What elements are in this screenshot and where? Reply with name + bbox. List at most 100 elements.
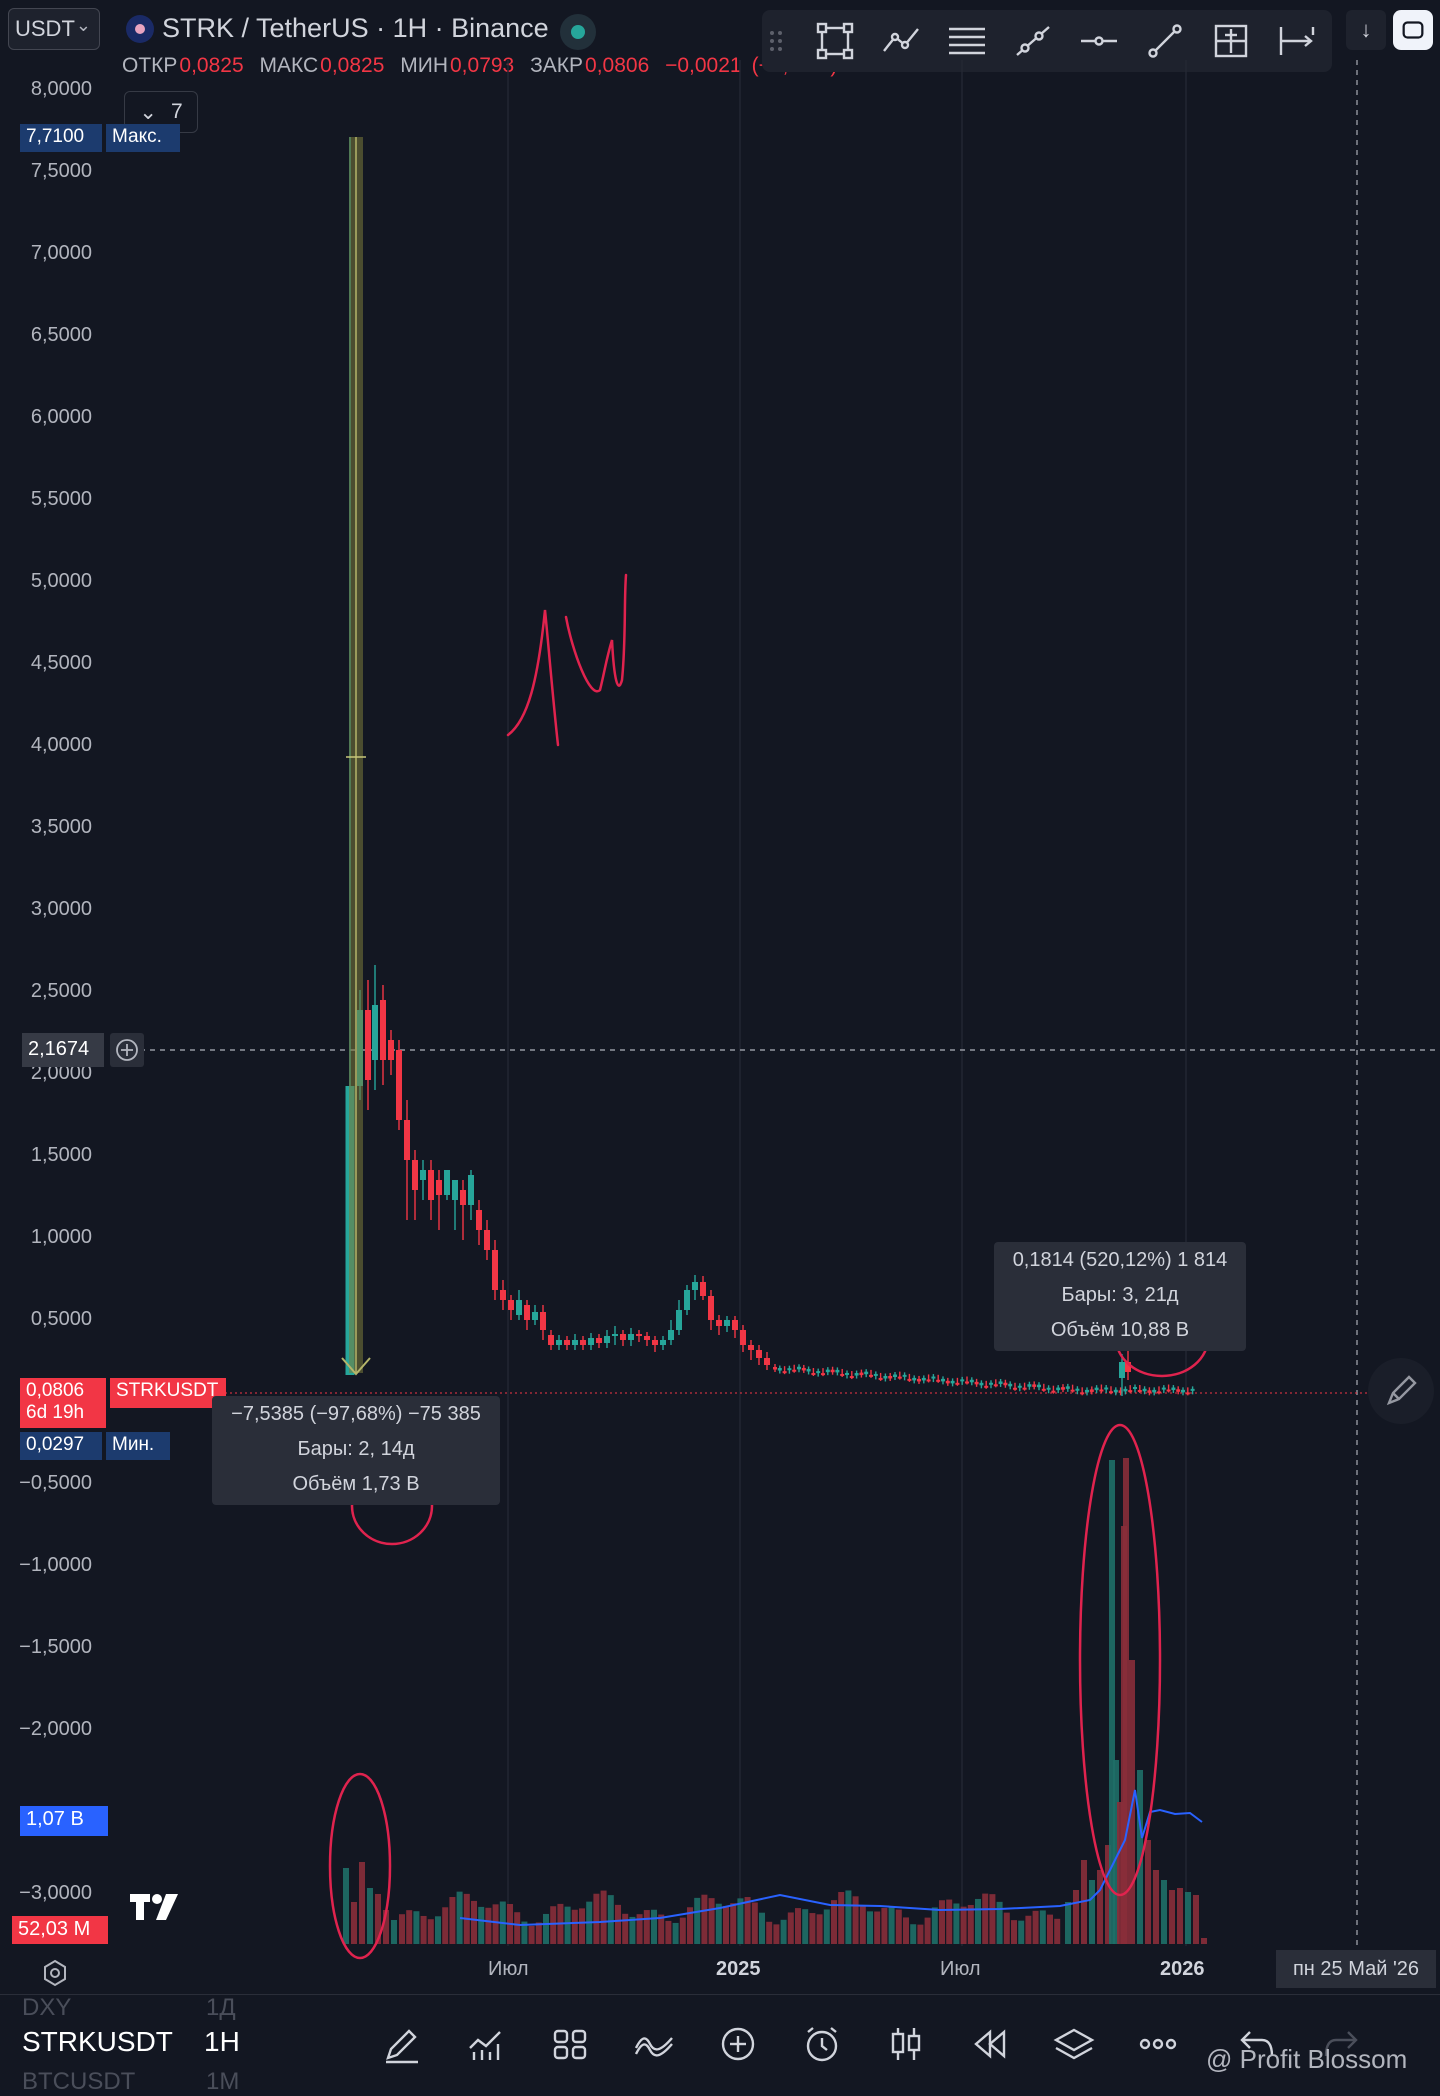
volume-bar: [831, 1900, 837, 1944]
add-alert-button[interactable]: [110, 1033, 144, 1067]
annotation-scribble: [506, 609, 560, 747]
volume-bar: [859, 1905, 866, 1944]
volume-bar: [975, 1898, 981, 1944]
volume-bar: [780, 1919, 787, 1944]
measure-down-change: −7,5385 (−97,68%) −75 385: [231, 1403, 481, 1425]
currency-select[interactable]: USDT ⌄: [8, 8, 100, 50]
volume-bar: [622, 1913, 629, 1944]
fullscreen-button[interactable]: [1393, 10, 1433, 50]
candle: [1085, 1387, 1089, 1396]
volume-bar: [867, 1911, 873, 1944]
volume-bar: [471, 1900, 477, 1944]
volume-bar: [917, 1924, 924, 1944]
candle: [902, 1372, 907, 1381]
candle: [878, 1372, 883, 1381]
ohlc-open-label: ОТКР: [122, 54, 178, 77]
candle: [1171, 1385, 1176, 1394]
volume-bar: [1201, 1938, 1207, 1944]
scroll-down-button[interactable]: ↓: [1346, 10, 1386, 50]
ray-icon[interactable]: [1010, 18, 1056, 64]
price-tick: 3,5000: [30, 816, 92, 838]
long-position-icon[interactable]: [1208, 18, 1254, 64]
volume-last-label: 52,03 M: [12, 1916, 108, 1944]
volume-ma-label: 1,07 B: [20, 1806, 108, 1836]
draw-tools-button[interactable]: [380, 2022, 424, 2066]
volume-bar: [845, 1890, 852, 1944]
path-icon[interactable]: [878, 18, 924, 64]
drag-handle-icon[interactable]: [764, 18, 788, 64]
replay-button[interactable]: [968, 2022, 1012, 2066]
chart-settings-button[interactable]: [40, 1958, 70, 1993]
watchlist-interval[interactable]: 1M: [206, 2068, 240, 2095]
layers-button[interactable]: [1052, 2022, 1096, 2066]
alert-button[interactable]: [800, 2022, 844, 2066]
price-tick: 4,5000: [30, 652, 92, 674]
fib-icon[interactable]: [944, 18, 990, 64]
candle: [984, 1380, 989, 1389]
volume-bar: [359, 1862, 365, 1944]
volume-ma-line: [459, 1789, 1203, 1927]
tradingview-logo[interactable]: [128, 1892, 184, 1927]
candle: [869, 1369, 873, 1378]
candle: [580, 1336, 586, 1350]
active-symbol[interactable]: STRKUSDT: [22, 2026, 173, 2057]
candle: [660, 1336, 666, 1350]
annotation-circle-volume-start: [328, 1772, 392, 1960]
volume-bar: [838, 1892, 845, 1944]
candle: [897, 1371, 902, 1380]
volume-bar: [485, 1907, 492, 1944]
candle: [1104, 1384, 1109, 1393]
currency-select-value: USDT: [15, 16, 75, 41]
candle: [965, 1376, 969, 1385]
price-tick: 1,0000: [30, 1226, 92, 1248]
chart-type-button[interactable]: [464, 2022, 508, 2066]
draw-button[interactable]: [1368, 1358, 1434, 1424]
horizontal-line-icon[interactable]: [1076, 18, 1122, 64]
active-interval[interactable]: 1H: [204, 2026, 240, 2057]
candle: [1037, 1382, 1041, 1391]
measure-up-change: 0,1814 (520,12%) 1 814: [1012, 1249, 1228, 1271]
redo-button[interactable]: [1318, 2022, 1362, 2066]
volume-bar: [708, 1898, 715, 1944]
candle: [620, 1330, 626, 1346]
indicators-button[interactable]: [632, 2022, 676, 2066]
undo-button[interactable]: [1236, 2022, 1280, 2066]
candle: [1089, 1386, 1094, 1395]
price-tick: 3,0000: [30, 898, 92, 920]
add-button[interactable]: [716, 2022, 760, 2066]
candle: [668, 1320, 674, 1345]
ohlc-close-label: ЗАКР: [530, 54, 584, 77]
candles-button[interactable]: [884, 2022, 928, 2066]
bottom-toolbar: [0, 1994, 1440, 2093]
volume-bar: [1113, 1760, 1119, 1944]
volume-bar: [939, 1900, 945, 1944]
watchlist-symbol[interactable]: BTCUSDT: [22, 2068, 136, 2095]
trend-line-icon[interactable]: [1142, 18, 1188, 64]
candle: [907, 1373, 912, 1382]
watchlist-item[interactable]: DXY: [22, 1994, 71, 2022]
volume-bar: [383, 1910, 389, 1944]
candle: [484, 1220, 490, 1260]
candle: [989, 1380, 993, 1389]
candle: [1176, 1386, 1181, 1395]
rectangle-icon[interactable]: [812, 18, 858, 64]
templates-button[interactable]: [548, 2022, 592, 2066]
price-tick: −3,0000: [19, 1882, 92, 1904]
candle: [941, 1376, 945, 1385]
candle: [1185, 1387, 1190, 1396]
volume-bar: [1073, 1890, 1079, 1944]
measure-icon[interactable]: [1274, 18, 1320, 64]
volume-bar: [1153, 1870, 1159, 1944]
last-price-label: 0,0806 6d 19h: [20, 1378, 106, 1428]
candle: [1003, 1379, 1008, 1388]
volume-bar: [687, 1907, 693, 1944]
volume-bar: [1003, 1912, 1010, 1944]
symbol-title[interactable]: STRK / TetherUS · 1H · Binance: [126, 13, 549, 44]
more-button[interactable]: [1136, 2022, 1180, 2066]
candle: [1133, 1384, 1137, 1393]
volume-bar: [535, 1922, 542, 1944]
price-chart[interactable]: [0, 0, 1440, 1990]
volume-bar: [694, 1897, 701, 1944]
market-status-icon[interactable]: [560, 14, 596, 50]
volume-bar: [579, 1908, 585, 1944]
